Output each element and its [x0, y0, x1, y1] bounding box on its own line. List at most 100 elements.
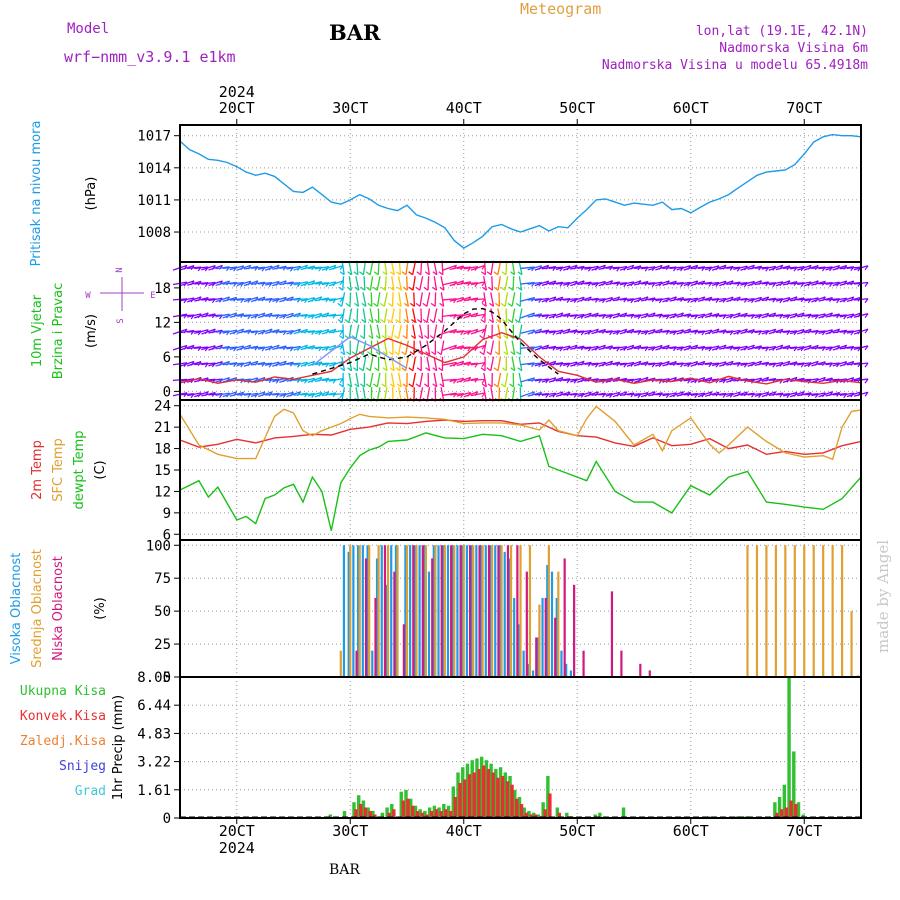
wind-barb — [440, 276, 445, 291]
wind-barb — [314, 346, 329, 350]
wind-barb — [369, 324, 374, 339]
wind-barb — [222, 391, 237, 398]
wind-barb — [527, 298, 542, 301]
wind-barb — [307, 376, 322, 383]
wind-barb-flag — [864, 345, 869, 351]
wind-barb — [413, 292, 416, 307]
wind-barb — [490, 340, 495, 355]
y-tick-label: 18 — [154, 442, 171, 458]
wind-barb — [555, 391, 571, 398]
wind-barb — [669, 312, 684, 319]
precip-bar — [363, 807, 368, 818]
wind-barb — [449, 296, 464, 302]
precip-bar — [439, 810, 443, 818]
wind-barb — [641, 297, 656, 302]
wind-barb — [442, 313, 457, 318]
wind-barb — [463, 328, 479, 335]
wind-barb-flag — [496, 318, 501, 323]
wind-barb — [555, 328, 571, 335]
wind-barb — [518, 324, 523, 339]
precip-bar — [429, 810, 434, 818]
precip-bar — [373, 814, 377, 818]
wind-barb — [541, 330, 556, 333]
wind-barb — [482, 276, 488, 291]
wind-barb — [391, 276, 395, 291]
precip-bar — [789, 800, 793, 818]
wind-barb — [648, 362, 663, 366]
wind-barb — [775, 265, 791, 271]
cloud-bar — [765, 545, 768, 677]
wind-barb — [697, 362, 713, 366]
cloud-bar — [459, 545, 462, 677]
wind-barb — [577, 296, 592, 303]
wind-barb — [577, 266, 592, 269]
cloud-bar — [491, 545, 494, 677]
wind-barb-flag — [517, 367, 523, 372]
wind-barb — [215, 296, 230, 303]
cloud-bar — [366, 545, 369, 677]
precip-bar — [392, 809, 396, 818]
wind-barb — [804, 314, 819, 317]
wind-barb — [236, 344, 252, 351]
wind-barb — [355, 324, 360, 339]
wind-barb — [704, 265, 720, 271]
wind-barb — [683, 280, 698, 287]
wind-barb — [555, 265, 571, 271]
cloud-bar — [413, 545, 416, 677]
wind-barb — [598, 296, 613, 302]
wind-barb — [440, 372, 445, 387]
wind-barb-flag — [864, 391, 869, 397]
precip-bar — [444, 809, 448, 818]
wind-barb — [279, 296, 294, 303]
precip-bar — [779, 809, 784, 818]
wind-barb — [775, 360, 791, 367]
wind-barb — [619, 392, 635, 397]
wind-barb — [527, 378, 542, 382]
wind-barb — [775, 393, 791, 396]
wind-barb — [265, 392, 280, 396]
wind-barb — [839, 296, 855, 303]
wind-barb-flag — [403, 318, 409, 323]
wind-barb — [562, 264, 578, 271]
wind-barb-flag — [408, 383, 414, 388]
precip-bar — [427, 807, 432, 818]
wind-barb — [405, 260, 409, 275]
wind-barb — [272, 280, 287, 287]
wind-barb — [626, 330, 642, 334]
y-tick-label: 8.05 — [137, 670, 171, 686]
wind-barb — [449, 360, 464, 367]
wind-barb — [712, 314, 727, 317]
wind-barb — [208, 361, 223, 367]
wind-barb — [598, 280, 613, 287]
wind-barb — [804, 297, 819, 302]
wind-barb-flag — [374, 367, 379, 372]
wind-barb-flag — [481, 345, 486, 350]
wind-barb — [405, 356, 409, 371]
wind-barb — [683, 361, 698, 367]
wind-barb — [434, 292, 437, 307]
cloud-bar — [547, 545, 550, 677]
wind-barb — [648, 392, 663, 397]
wind-barb — [697, 281, 713, 285]
wind-barb — [286, 297, 301, 302]
wind-barb — [825, 281, 840, 285]
wind-barb — [761, 265, 776, 270]
wind-barb — [355, 276, 360, 291]
wind-barb — [257, 328, 273, 335]
cloud-bar — [446, 545, 450, 677]
wind-barb — [790, 346, 805, 350]
wind-barb — [740, 280, 755, 286]
wind-barb — [775, 345, 791, 351]
wind-barb — [570, 392, 585, 396]
wind-barb — [548, 266, 564, 269]
series-line — [179, 133, 862, 249]
wind-barb — [534, 378, 549, 382]
wind-barb-flag — [337, 318, 343, 323]
wind-barb — [555, 297, 571, 301]
wind-barb — [563, 314, 578, 317]
wind-barb-flag — [361, 318, 366, 323]
wind-barb-flag — [494, 351, 500, 356]
wind-barb — [640, 391, 656, 398]
wind-barb — [215, 376, 230, 383]
wind-barb — [754, 266, 769, 269]
